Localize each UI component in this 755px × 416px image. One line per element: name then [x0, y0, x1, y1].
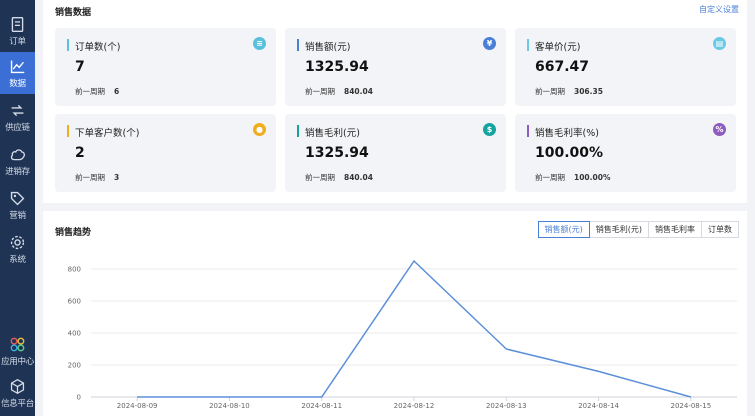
sidebar-item-label: 营销	[9, 211, 26, 221]
x-tick-label: 2024-08-13	[486, 402, 527, 410]
sidebar-item-label: 系统	[9, 255, 26, 265]
card-accent-bar	[527, 125, 529, 137]
previous-period-value: 840.04	[344, 87, 373, 96]
user-icon: ●	[253, 123, 266, 136]
percent-icon: %	[713, 123, 726, 136]
section-title: 销售趋势	[55, 228, 92, 238]
card-previous-period: 前一周期 840.04	[305, 86, 373, 97]
previous-period-label: 前一周期	[535, 87, 565, 96]
sidebar-item-label: 供应链	[5, 123, 30, 133]
stat-card-avg-order-value: 客单价(元) ▤ 667.47 前一周期 306.35	[515, 28, 736, 106]
card-value: 1325.94	[305, 145, 369, 161]
sidebar-item-app-center[interactable]: 应用中心	[0, 330, 35, 372]
sidebar-item-label: 应用中心	[1, 357, 34, 367]
list-icon: ≡	[253, 37, 266, 50]
stat-card-sales-amount: 销售额(元) ¥1325.94 前一周期 840.04	[285, 28, 506, 106]
y-tick-label: 0	[77, 394, 81, 402]
card-accent-bar	[297, 39, 299, 51]
sidebar-item-label: 数据	[9, 79, 26, 89]
cube-icon	[10, 378, 25, 395]
card-previous-period: 前一周期 3	[75, 172, 119, 183]
y-tick-label: 400	[68, 330, 81, 338]
sidebar-item-label: 进销存	[5, 167, 30, 177]
x-tick-label: 2024-08-10	[209, 402, 250, 410]
card-value: 7	[75, 59, 85, 75]
supply-chain-icon	[11, 104, 24, 117]
app-center-icon	[10, 337, 25, 352]
card-previous-period: 前一周期 6	[75, 86, 119, 97]
sidebar-item-label: 信息平台	[1, 399, 34, 409]
chart-line-icon	[10, 60, 25, 74]
card-previous-period: 前一周期 840.04	[305, 172, 373, 183]
section-title: 销售数据	[55, 8, 92, 18]
sales-data-panel: 销售数据 自定义设置 订单数(个) ≡ 7 前一周期 6 销售额(元) ¥1325.94 前一…	[43, 0, 747, 203]
y-tick-label: 800	[68, 266, 81, 274]
previous-period-value: 3	[114, 173, 120, 182]
stat-card-gross-margin: 销售毛利率(%)% 100.00% 前一周期 100.00%	[515, 114, 736, 192]
stat-card-customer-count: 下单客户数(个) ● 2 前一周期 3	[55, 114, 276, 192]
y-tick-label: 600	[68, 298, 81, 306]
sidebar: 订单 数据 供应链 进销存 营销 系统 应用中心 信息平台	[0, 0, 35, 416]
gear-icon	[10, 235, 25, 250]
card-previous-period: 前一周期 100.00%	[535, 172, 610, 183]
previous-period-label: 前一周期	[305, 87, 335, 96]
clipboard-icon: ▤	[713, 37, 726, 50]
x-tick-label: 2024-08-11	[301, 402, 342, 410]
card-accent-bar	[297, 125, 299, 137]
card-title: 销售毛利率(%)	[535, 128, 599, 139]
previous-period-value: 306.35	[574, 87, 603, 96]
tab-gross-margin[interactable]: 销售毛利率	[649, 221, 702, 238]
tab-gross-profit[interactable]: 销售毛利(元)	[589, 221, 649, 238]
sidebar-item-info-platform[interactable]: 信息平台	[0, 372, 35, 414]
previous-period-label: 前一周期	[535, 173, 565, 182]
stat-card-gross-profit: 销售毛利(元) $1325.94 前一周期 840.04	[285, 114, 506, 192]
main-content: 销售数据 自定义设置 订单数(个) ≡ 7 前一周期 6 销售额(元) ¥1325.94 前一…	[35, 0, 755, 416]
sidebar-item-system[interactable]: 系统	[0, 228, 35, 270]
custom-settings-link[interactable]: 自定义设置	[699, 5, 739, 14]
sales-trend-chart: 0 200 400 600 800 2024-08-09 2024-08-10 2024-08…	[68, 259, 737, 410]
previous-period-label: 前一周期	[75, 173, 105, 182]
card-value: 2	[75, 145, 85, 161]
card-accent-bar	[527, 39, 529, 51]
x-tick-label: 2024-08-15	[671, 402, 712, 410]
card-accent-bar	[67, 125, 69, 137]
previous-period-value: 100.00%	[574, 173, 611, 182]
previous-period-value: 6	[114, 87, 120, 96]
sidebar-item-inventory[interactable]: 进销存	[0, 140, 35, 182]
x-tick-label: 2024-08-14	[578, 402, 619, 410]
tab-sales-amount[interactable]: 销售额(元)	[537, 221, 590, 238]
card-title: 下单客户数(个)	[75, 128, 140, 139]
card-value: 100.00%	[535, 145, 604, 161]
tab-order-count[interactable]: 订单数	[702, 221, 739, 238]
sales-trend-panel: 销售趋势 销售额(元) 销售毛利(元) 销售毛利率 订单数 0 200 400 600…	[43, 211, 747, 416]
sidebar-item-marketing[interactable]: 营销	[0, 184, 35, 226]
order-icon	[11, 17, 24, 32]
x-tick-label: 2024-08-09	[117, 402, 158, 410]
trend-tabs: 销售额(元) 销售毛利(元) 销售毛利率 订单数	[537, 221, 739, 238]
sidebar-item-data[interactable]: 数据	[0, 52, 35, 94]
sidebar-item-label: 订单	[9, 37, 26, 47]
card-title: 销售额(元)	[305, 42, 351, 53]
money-bag-icon: $	[483, 123, 496, 136]
previous-period-value: 840.04	[344, 173, 373, 182]
y-tick-label: 200	[68, 362, 81, 370]
sidebar-item-supply-chain[interactable]: 供应链	[0, 96, 35, 138]
card-title: 客单价(元)	[535, 42, 581, 53]
yen-icon: ¥	[483, 37, 496, 50]
card-previous-period: 前一周期 306.35	[535, 86, 603, 97]
card-title: 订单数(个)	[75, 42, 121, 53]
previous-period-label: 前一周期	[305, 173, 335, 182]
tag-icon	[10, 191, 25, 206]
card-title: 销售毛利(元)	[305, 128, 360, 139]
inventory-icon	[10, 149, 25, 161]
stat-card-order-count: 订单数(个) ≡ 7 前一周期 6	[55, 28, 276, 106]
card-value: 1325.94	[305, 59, 369, 75]
previous-period-label: 前一周期	[75, 87, 105, 96]
card-value: 667.47	[535, 59, 590, 75]
series-line	[137, 259, 692, 398]
card-accent-bar	[67, 39, 69, 51]
sidebar-item-orders[interactable]: 订单	[0, 10, 35, 52]
x-tick-label: 2024-08-12	[394, 402, 435, 410]
